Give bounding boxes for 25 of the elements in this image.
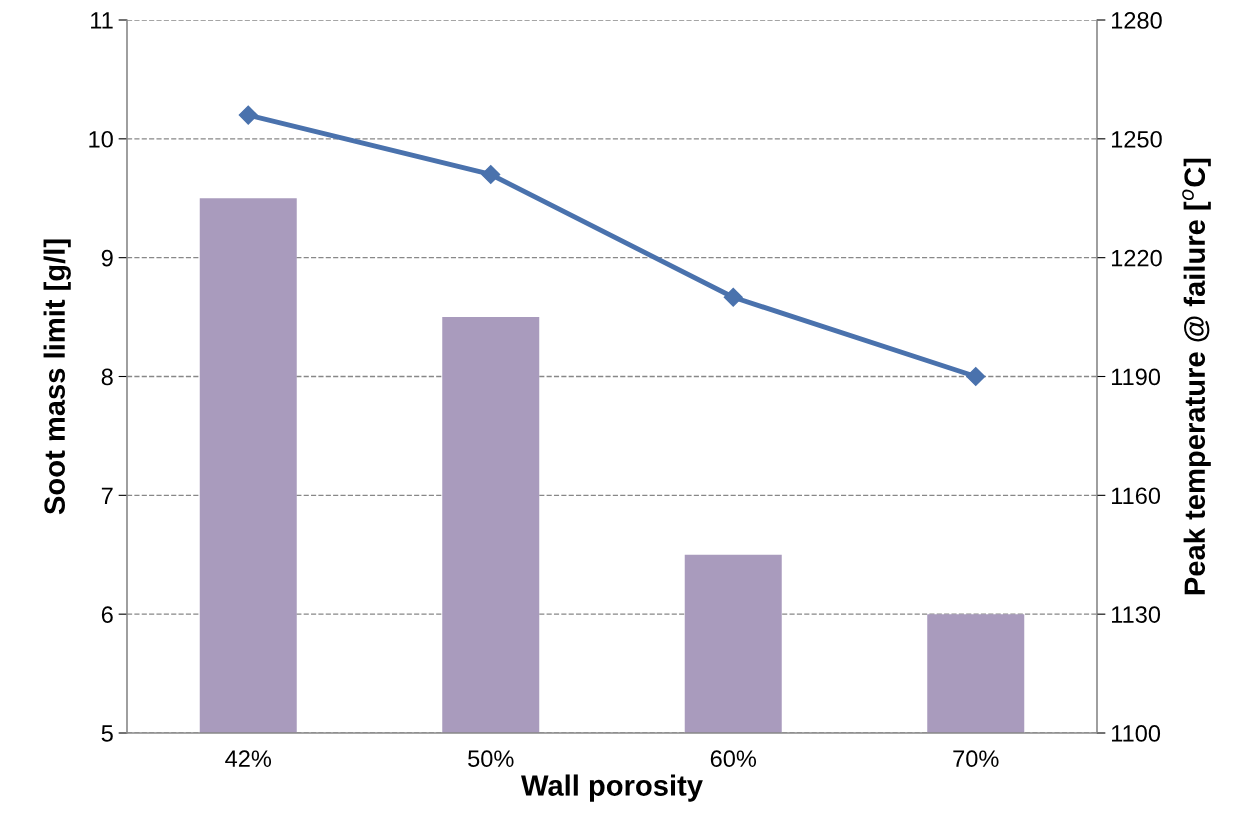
point (723, 287, 743, 307)
y2-tick-label: 1160 (1111, 487, 1161, 505)
x-tick-label: 70% (953, 750, 999, 768)
y2-tick-label: 1220 (1111, 249, 1162, 267)
y-tick-label: 9 (101, 249, 113, 267)
y-tick-label: 8 (101, 368, 113, 386)
y2-tick-label: 1190 (1111, 368, 1161, 386)
x-tick-label: 42% (225, 750, 272, 767)
point (966, 366, 986, 387)
y-tick-label: 6 (101, 606, 113, 623)
y-tick-label: 7 (101, 487, 113, 504)
y2-tick-label: 1100 (1111, 725, 1161, 742)
x-tick-label: 50% (468, 750, 514, 768)
y-tick-label: 5 (101, 725, 113, 742)
y-axis-title: Soot mass limit [g/l] (43, 239, 71, 515)
point (238, 105, 258, 125)
y2-tick-label: 1280 (1111, 12, 1162, 29)
y2-axis-title: Peak temperature @ failure [$^{o}$C] (1182, 158, 1211, 595)
y2-tick-label: 1250 (1111, 130, 1162, 148)
y-tick-label: 11 (91, 12, 113, 29)
y2-tick-label: 1130 (1111, 606, 1161, 623)
x-tick-label: 60% (710, 750, 757, 768)
y-tick-label: 10 (89, 130, 113, 148)
point (481, 164, 501, 185)
x-axis-title: Wall porosity (521, 774, 703, 802)
